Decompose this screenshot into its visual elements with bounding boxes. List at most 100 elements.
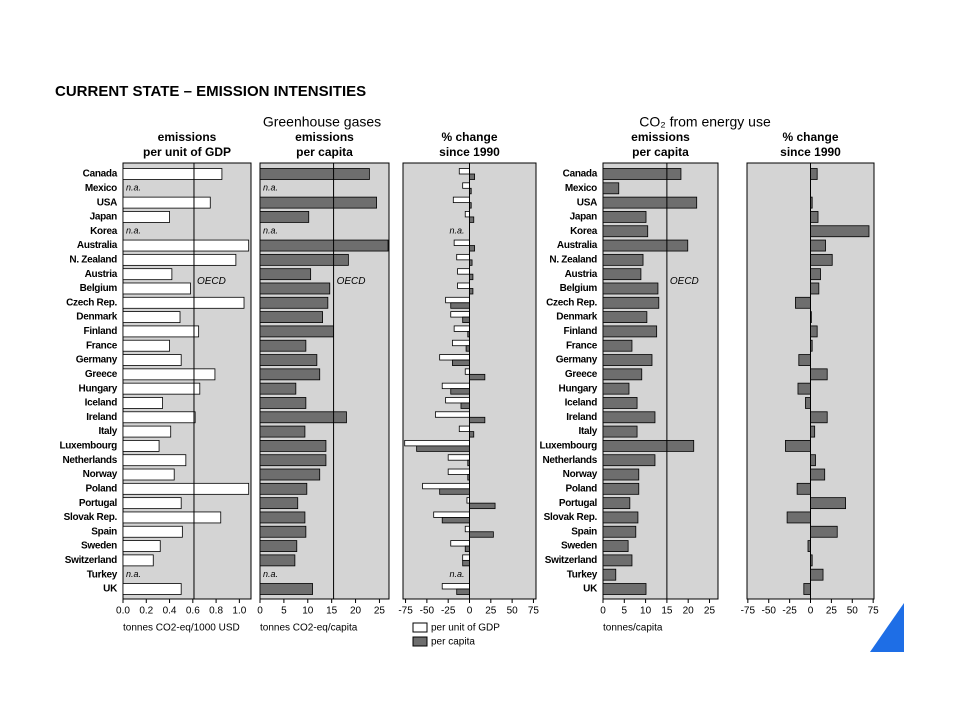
country-label: Japan (90, 212, 118, 223)
bar (810, 239, 826, 252)
bar (259, 525, 307, 538)
page-title: CURRENT STATE – EMISSION INTENSITIES (55, 83, 366, 100)
bar (452, 196, 470, 204)
country-label: Italy (98, 426, 117, 437)
country-label: Netherlands (543, 455, 598, 466)
x-tick-label: 25 (704, 606, 716, 617)
x-tick-label: 20 (683, 606, 695, 617)
country-label: Australia (77, 240, 118, 251)
bar (602, 239, 689, 252)
bar (259, 454, 327, 467)
x-tick-label: 50 (507, 606, 519, 617)
x-axis-label: tonnes CO2-eq/1000 USD (123, 623, 240, 634)
bar (602, 511, 639, 524)
bar (122, 583, 182, 595)
country-label: Netherlands (63, 455, 118, 466)
bar (434, 411, 470, 418)
bar (795, 296, 811, 309)
na-label: n.a. (450, 226, 465, 236)
bar (122, 368, 216, 381)
bar (259, 253, 349, 266)
x-tick-label: 15 (326, 606, 338, 617)
bar (456, 588, 470, 595)
bar (462, 559, 470, 567)
country-label: Finland (564, 326, 598, 337)
reference-label: OECD (670, 276, 699, 287)
bar (259, 397, 307, 409)
bar (602, 354, 653, 366)
x-tick-label: 5 (281, 606, 287, 617)
country-label: Iceland (85, 398, 118, 409)
bar (122, 196, 211, 209)
bar (259, 268, 312, 281)
bar (122, 282, 191, 295)
bar (122, 397, 163, 409)
bar (122, 239, 250, 252)
x-tick-label: 25 (374, 606, 386, 617)
bar (457, 268, 470, 275)
reference-label: OECD (197, 276, 226, 287)
bar (810, 568, 824, 581)
bar (122, 296, 245, 309)
bar (602, 382, 630, 395)
x-tick-label: 10 (302, 606, 314, 617)
na-label: n.a. (450, 569, 465, 579)
panel-title: since 1990 (780, 145, 841, 159)
bar (122, 525, 183, 538)
na-label: n.a. (126, 226, 141, 236)
country-label: USA (97, 197, 117, 208)
legend-swatch (412, 636, 428, 647)
reference-label: OECD (337, 276, 366, 287)
bar (122, 454, 187, 467)
panel-title: per capita (632, 145, 689, 159)
bar (259, 339, 307, 352)
bar (447, 468, 470, 475)
bar (122, 439, 160, 452)
country-label: Switzerland (545, 555, 597, 566)
bar (122, 211, 170, 223)
bar (259, 325, 334, 338)
country-label: N. Zealand (69, 255, 117, 266)
bar (469, 273, 474, 281)
bar (810, 211, 819, 223)
panel-title: since 1990 (439, 145, 500, 159)
x-tick-label: 1.0 (232, 606, 246, 617)
bar (602, 468, 640, 481)
bar (458, 168, 470, 175)
country-label: N. Zealand (549, 255, 597, 266)
bar (445, 296, 470, 304)
bar (810, 225, 870, 238)
bar (602, 568, 617, 581)
bar (122, 253, 237, 266)
bar (602, 525, 637, 538)
country-label: Czech Rep. (66, 297, 117, 308)
country-label: Korea (90, 226, 118, 237)
bar (122, 382, 201, 395)
bar (445, 397, 470, 404)
bar (602, 411, 656, 424)
panel-title: per unit of GDP (143, 145, 231, 159)
x-tick-label: 20 (350, 606, 362, 617)
country-label: Italy (578, 426, 597, 437)
country-label: Spain (91, 526, 117, 537)
bar (469, 531, 494, 538)
bar (259, 468, 321, 481)
country-label: USA (577, 197, 597, 208)
panel-title: emissions (295, 130, 354, 144)
bar (259, 196, 377, 209)
na-label: n.a. (263, 569, 278, 579)
bar (602, 282, 659, 295)
bar (796, 482, 811, 495)
country-label: Australia (557, 240, 598, 251)
bar (602, 253, 644, 266)
bar (469, 288, 474, 295)
bar (602, 182, 620, 195)
bar (464, 545, 470, 552)
country-label: Turkey (567, 569, 598, 580)
bar (439, 354, 470, 361)
x-tick-label: 75 (528, 606, 540, 617)
country-label: Austria (565, 269, 598, 280)
bar (458, 425, 470, 432)
bar (453, 325, 470, 332)
